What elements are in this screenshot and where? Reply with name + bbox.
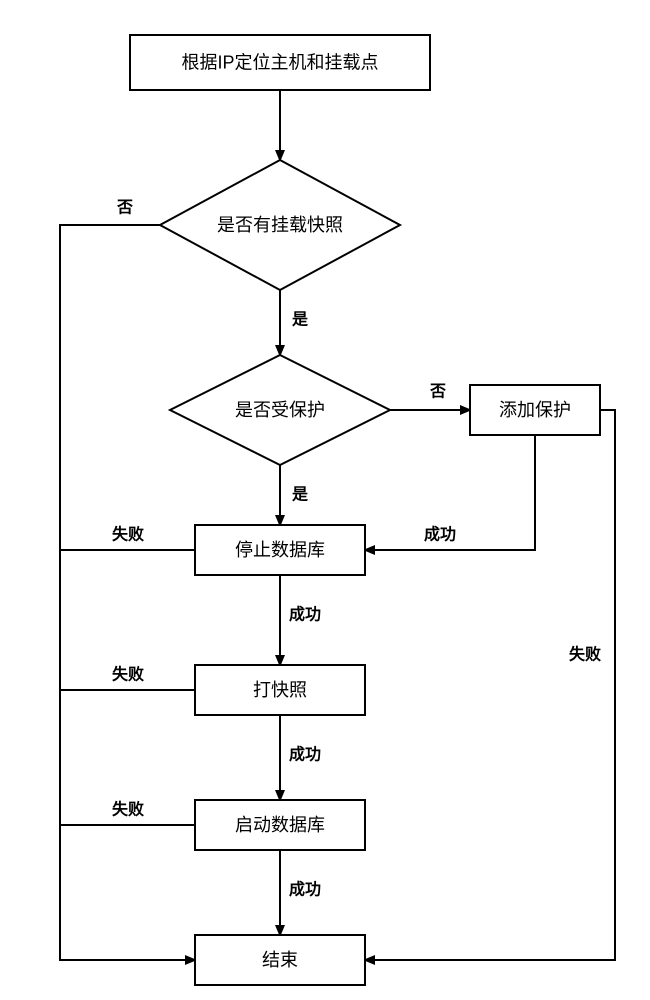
edge-label: 失败 [112, 525, 144, 544]
node-label: 启动数据库 [235, 815, 325, 835]
edge-label: 否 [116, 199, 133, 217]
node-label: 根据IP定位主机和挂载点 [181, 53, 378, 73]
node-label: 是否有挂载快照 [217, 215, 343, 235]
node-label: 打快照 [253, 680, 307, 700]
node-label: 结束 [262, 950, 298, 970]
edge-label: 失败 [112, 665, 144, 684]
flowchart-diagram: 是是否成功成功成功否失败失败失败成功失败根据IP定位主机和挂载点是否有挂载快照是… [0, 0, 650, 1000]
node-label: 添加保护 [499, 400, 571, 420]
node-label: 停止数据库 [235, 540, 325, 560]
flow-edge [60, 225, 195, 960]
edge-label: 失败 [112, 800, 144, 819]
edge-label: 否 [429, 383, 446, 401]
edge-label: 成功 [424, 525, 456, 544]
edge-label: 是 [291, 311, 308, 329]
edge-label: 成功 [289, 880, 321, 899]
edge-label: 成功 [289, 605, 321, 624]
edge-label: 失败 [569, 645, 601, 664]
edge-label: 是 [291, 486, 308, 504]
edge-label: 成功 [289, 745, 321, 764]
flow-edge [365, 410, 615, 960]
node-label: 是否受保护 [235, 400, 325, 420]
